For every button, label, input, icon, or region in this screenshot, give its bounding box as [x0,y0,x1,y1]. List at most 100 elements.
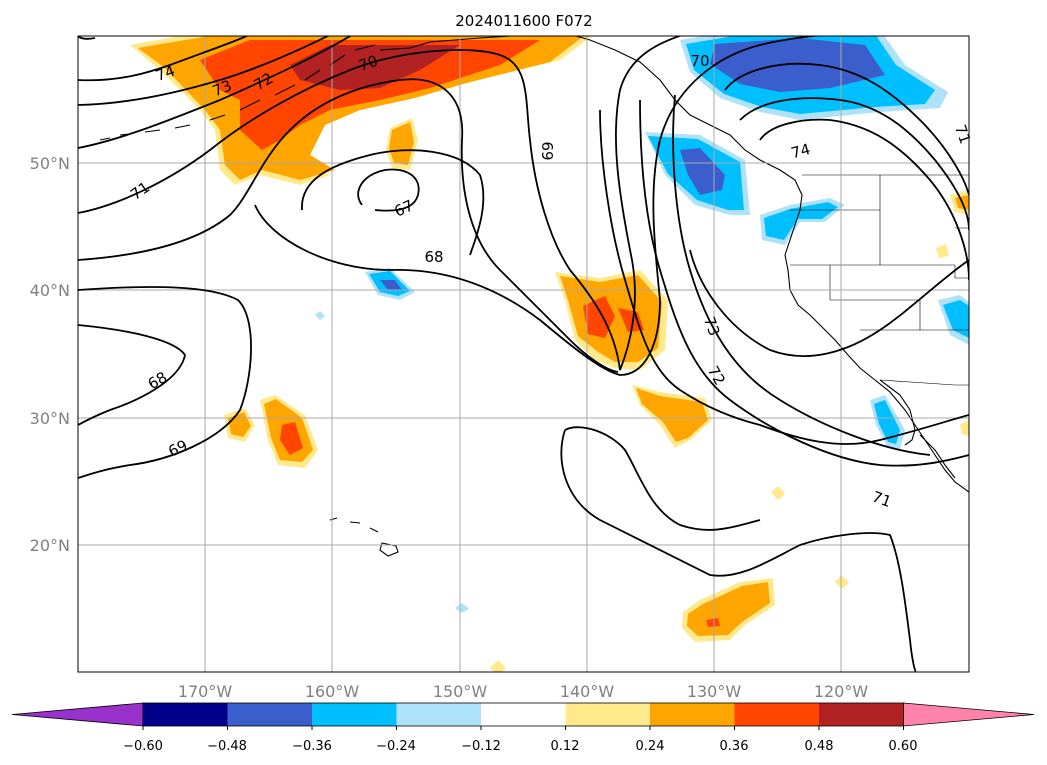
negative-anomaly-region [874,400,900,444]
plot-frame [77,35,970,673]
contour-line [78,36,352,149]
colorbar-segment [312,703,397,726]
height-contours [78,36,969,672]
colorbar-segment [481,703,566,726]
contour-line [254,36,823,376]
colorbar-tick-label: −0.36 [292,739,332,754]
positive-anomaly-region [636,388,708,442]
colorbar-tick-label: 0.60 [889,739,918,754]
contour-line [78,36,330,106]
state-borders [790,175,969,386]
colorbar-segment [227,703,312,726]
positive-anomaly-region [389,122,414,165]
positive-anomaly-region [706,618,720,627]
positive-anomaly-region [618,308,644,332]
colorbar-tick-label: 0.48 [805,739,834,754]
colorbar-tick-label: 0.12 [551,739,580,754]
lat-label-20n: 20°N [30,536,70,555]
north-america-coastline [573,36,969,493]
borders [790,174,969,386]
contour-label: 74 [789,140,812,162]
negative-anomaly-region [380,280,402,290]
contour-label: 71 [870,488,894,511]
contour-label: 68 [145,368,171,393]
positive-anomaly-region [200,40,540,150]
contour-label: 69 [538,141,556,160]
alaska-coast [379,36,527,51]
colorbar-tick-label: 0.36 [720,739,749,754]
positive-anomaly-region [583,296,615,338]
positive-anomaly-region [835,575,849,589]
colorbar-frame [142,702,904,727]
figure-title: 2024011600 F072 [455,12,592,30]
negative-anomaly-region [764,202,838,240]
contour-line [672,94,931,456]
colorbar-tick-label: −0.60 [123,739,163,754]
lon-label-150w: 150°W [433,682,488,701]
aleutian-islands [99,44,376,141]
lon-label-130w: 130°W [687,682,742,701]
negative-anomaly-region [943,300,969,338]
contour-label: 72 [704,363,729,389]
lon-label-170w: 170°W [178,682,233,701]
colorbar-tick-label: 0.24 [636,739,665,754]
lat-label-50n: 50°N [30,154,70,173]
colorbar-tick-label: −0.48 [207,739,247,754]
positive-anomaly-region [960,420,969,436]
positive-anomaly-region [771,486,785,500]
contour-line [564,426,761,531]
positive-anomaly-region [490,660,506,672]
contour-line [78,286,252,479]
contour-line [599,109,969,445]
contour-label: 74 [153,62,177,85]
contour-line [739,97,969,231]
colorbar-segment [565,703,650,726]
gridlines [78,36,969,672]
contour-line [724,62,969,196]
contour-line [78,36,683,371]
colorbar [11,702,1035,730]
contour-label: 70 [356,52,380,75]
baja-coastline [879,379,916,446]
colorbar-extend-high [903,702,1035,727]
negative-anomaly-region [455,603,469,613]
colorbar-extend-low [11,702,144,727]
colorbar-segment [143,703,228,726]
lon-label-120w: 120°W [814,682,869,701]
contour-label: 73 [700,314,723,338]
coastlines [99,36,969,557]
colorbar-tick-labels: −0.60 −0.48 −0.36 −0.24 −0.12 0.12 0.24 … [123,739,917,754]
contour-label: 71 [951,122,974,146]
contour-label: 73 [210,76,234,100]
negative-anomaly-region [315,311,325,320]
lon-label-140w: 140°W [560,682,615,701]
lat-label-40n: 40°N [30,281,70,300]
lat-label-30n: 30°N [30,409,70,428]
contour-line [639,99,969,467]
contour-label: 71 [127,178,153,204]
sea-of-cortez [919,434,956,479]
positive-anomaly-region [936,244,949,258]
contour-line [78,36,250,82]
lon-label-160w: 160°W [305,682,360,701]
contour-label: 67 [391,196,416,220]
contour-line [301,149,485,256]
colorbar-segment [734,703,819,726]
colorbar-segment [819,703,904,726]
contour-line [78,78,619,373]
contour-label: 68 [424,248,443,266]
hawaii-islands [329,517,399,557]
contour-line [759,118,969,281]
contour-label: 70 [690,52,709,70]
anomaly-shading [130,36,969,672]
colorbar-segment [650,703,735,726]
colorbar-tick-label: −0.24 [376,739,416,754]
contour-line [689,249,969,357]
contour-line [78,324,186,426]
contour-line [560,429,917,672]
positive-anomaly-region [280,422,303,455]
contour-line [357,168,420,212]
colorbar-tick-label: −0.12 [461,739,501,754]
colorbar-segment [396,703,481,726]
